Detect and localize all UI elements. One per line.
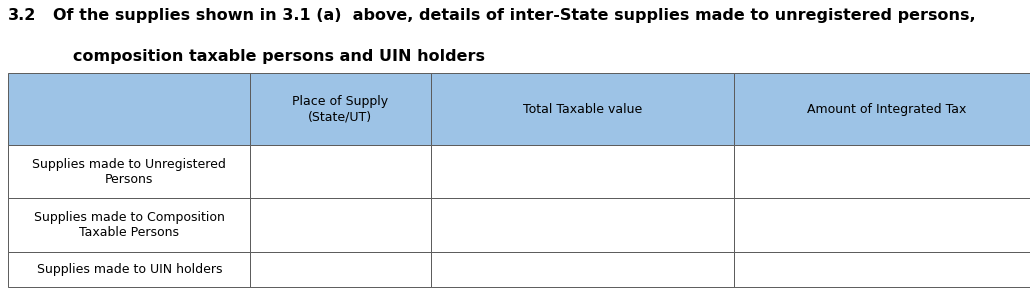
Bar <box>431 252 734 287</box>
Bar <box>734 73 1030 145</box>
Bar <box>8 73 250 145</box>
Bar <box>250 73 431 145</box>
Text: Supplies made to UIN holders: Supplies made to UIN holders <box>36 263 222 276</box>
Bar <box>250 198 431 252</box>
Text: Supplies made to Composition
Taxable Persons: Supplies made to Composition Taxable Per… <box>34 211 225 239</box>
Bar <box>250 145 431 174</box>
Text: composition taxable persons and UIN holders: composition taxable persons and UIN hold… <box>73 49 485 64</box>
Text: 4: 4 <box>882 153 891 166</box>
Text: 2: 2 <box>336 153 345 166</box>
Text: Total Taxable value: Total Taxable value <box>523 102 642 116</box>
Bar <box>734 198 1030 252</box>
Bar <box>8 252 250 287</box>
Text: Supplies made to Unregistered
Persons: Supplies made to Unregistered Persons <box>32 158 227 185</box>
Bar <box>734 252 1030 287</box>
Bar <box>8 145 250 174</box>
Bar <box>734 145 1030 198</box>
Bar <box>734 145 1030 174</box>
Bar <box>250 252 431 287</box>
Bar <box>431 145 734 174</box>
Bar <box>8 198 250 252</box>
Text: 3.2: 3.2 <box>8 8 37 23</box>
Bar <box>431 145 734 198</box>
Text: Place of Supply
(State/UT): Place of Supply (State/UT) <box>293 95 388 123</box>
Bar <box>431 73 734 145</box>
Bar <box>431 198 734 252</box>
Text: Amount of Integrated Tax: Amount of Integrated Tax <box>806 102 966 116</box>
Bar <box>8 145 250 198</box>
Bar <box>250 145 431 198</box>
Text: 3: 3 <box>578 153 587 166</box>
Text: Of the supplies shown in 3.1 (a)  above, details of inter-State supplies made to: Of the supplies shown in 3.1 (a) above, … <box>53 8 975 23</box>
Text: 1: 1 <box>125 153 134 166</box>
